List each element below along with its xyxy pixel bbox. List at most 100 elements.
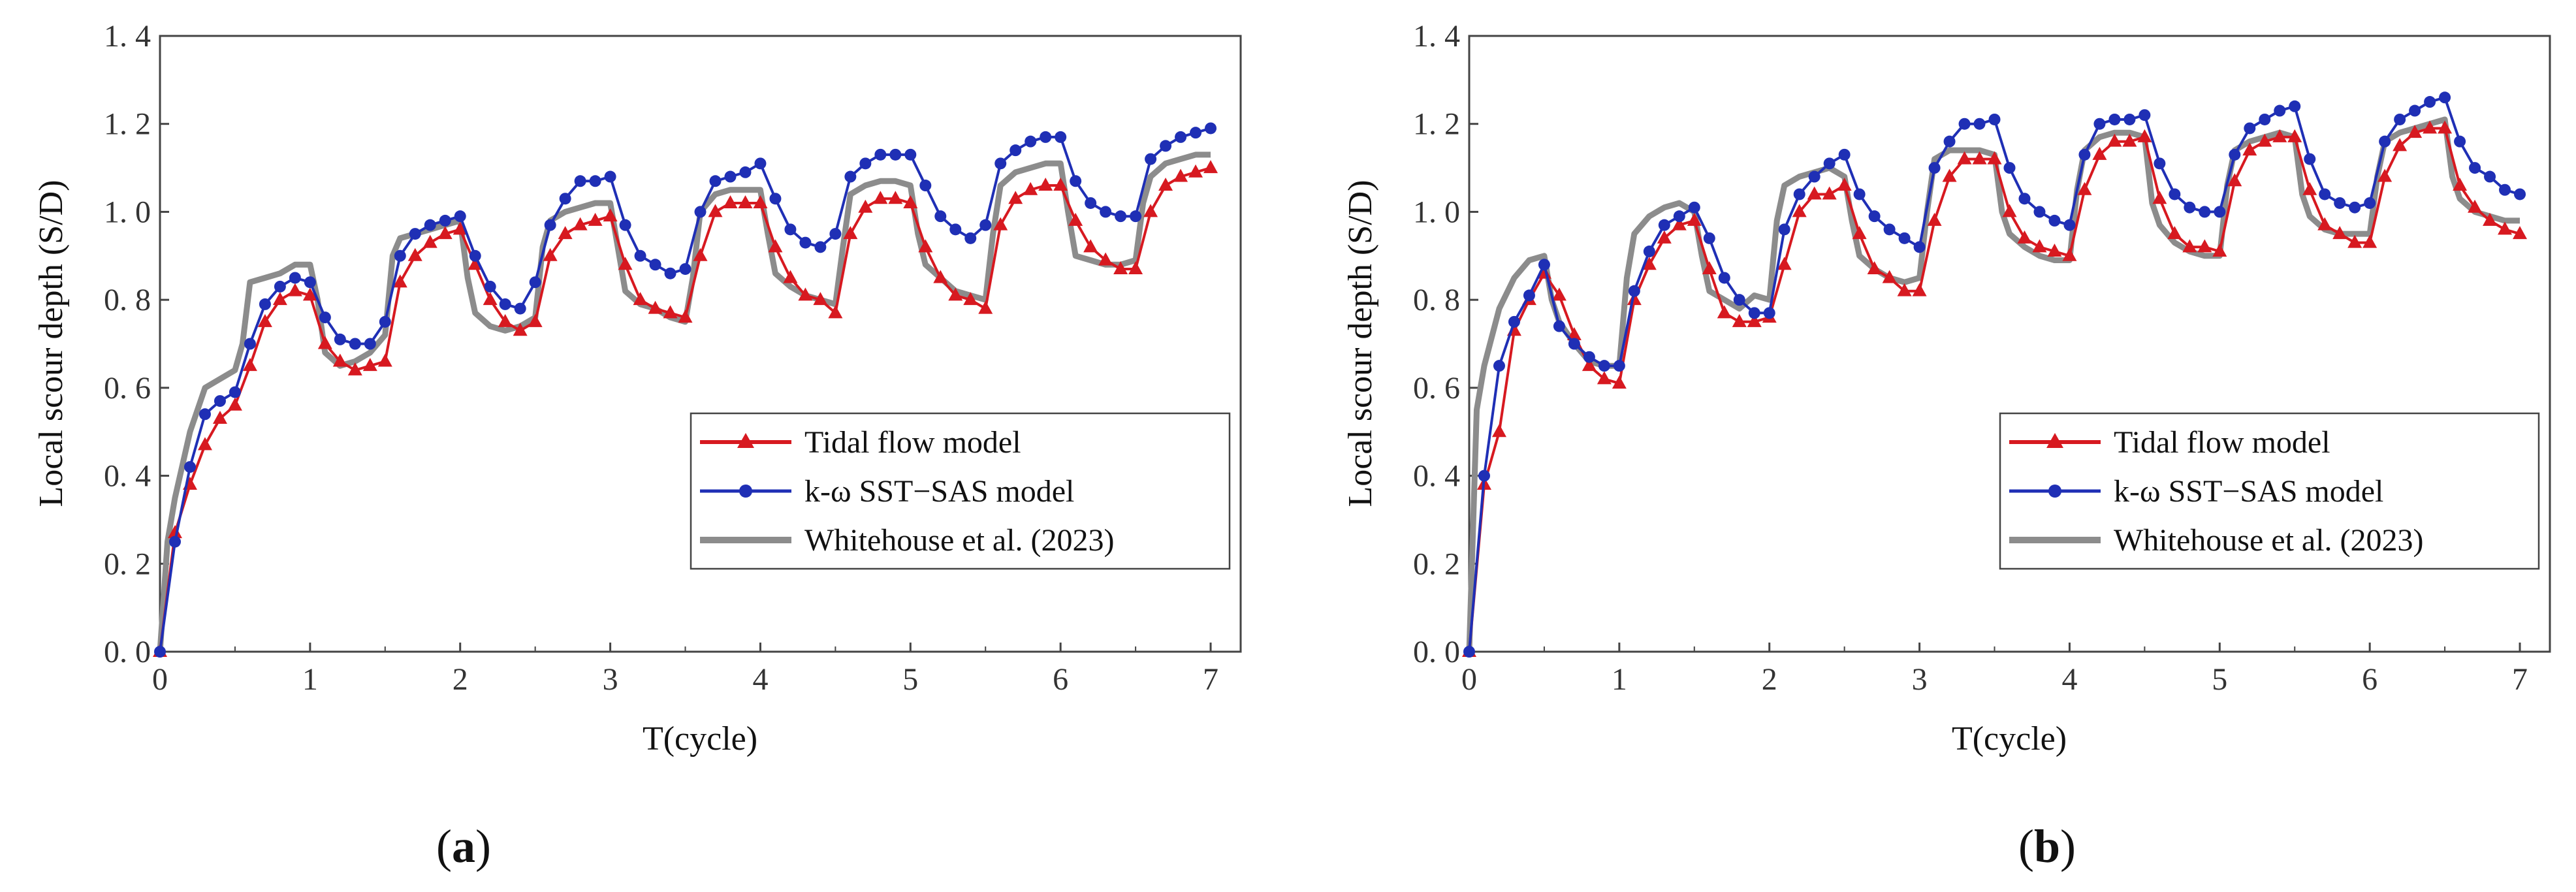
tidal-point (513, 323, 528, 336)
sst-point (814, 241, 827, 253)
sst-point (1793, 188, 1805, 200)
sst-point (394, 249, 406, 262)
x-tick-label: 0 (1461, 662, 1477, 697)
sst-point (1898, 232, 1911, 244)
tidal-point (317, 336, 332, 349)
legend-label-sst: k-ω SST−SAS model (2114, 474, 2383, 509)
sst-point (1538, 259, 1550, 271)
sst-point (1478, 470, 1490, 482)
sst-point (289, 272, 301, 284)
sst-point (439, 214, 451, 227)
sst-point (1658, 219, 1670, 231)
sst-point (1160, 140, 1172, 152)
sst-point (994, 157, 1007, 170)
series-line-sst (159, 127, 1211, 652)
sst-point (2289, 100, 2301, 112)
sst-point (529, 276, 541, 289)
sst-point (694, 206, 707, 218)
tidal-point (693, 247, 708, 261)
x-tick-label: 6 (2362, 662, 2377, 697)
tidal-point (2513, 226, 2528, 240)
tidal-point (1612, 375, 1627, 389)
legend-label-whitehouse: Whitehouse et al. (2023) (804, 523, 1115, 558)
y-tick-label: 0. 2 (1413, 547, 1460, 581)
tidal-point (648, 300, 663, 314)
sst-point (364, 338, 376, 350)
tidal-point (2092, 146, 2107, 160)
sst-point (829, 228, 842, 240)
sst-point (1145, 153, 1157, 165)
legend-label-sst: k-ω SST−SAS model (804, 474, 1074, 509)
sst-point (454, 210, 466, 223)
sst-point (2139, 109, 2151, 121)
y-tick-label: 0. 0 (104, 635, 151, 669)
sst-point (1055, 131, 1067, 143)
sst-point (739, 166, 752, 178)
tidal-point (2077, 182, 2092, 195)
sst-point (1778, 223, 1790, 236)
x-tick-label: 7 (2512, 662, 2528, 697)
legend-entry-tidal: Tidal flow model (2009, 425, 2330, 460)
sst-point (2364, 197, 2376, 209)
tidal-point (1143, 204, 1158, 217)
sst-point (964, 232, 977, 244)
sst-point (1583, 351, 1595, 363)
sst-point (1688, 201, 1700, 214)
y-tick-label: 0. 6 (1413, 371, 1460, 406)
sst-point (1823, 157, 1836, 170)
sst-point (499, 298, 511, 310)
tidal-point (978, 300, 993, 314)
tidal-point (1491, 424, 1506, 438)
sst-point (2499, 183, 2511, 196)
tidal-point (768, 239, 783, 253)
sst-point (784, 223, 797, 236)
tidal-point (1008, 191, 1023, 204)
sst-point (724, 170, 737, 183)
sst-point (409, 228, 421, 240)
tidal-point (708, 204, 723, 217)
sst-point (2424, 96, 2436, 108)
sst-point (424, 219, 436, 231)
sst-point (754, 157, 767, 170)
tidal-point (227, 397, 242, 411)
sst-point (1838, 148, 1851, 161)
sst-point (304, 276, 316, 289)
x-tick-label: 0 (152, 662, 168, 697)
tidal-point (738, 195, 753, 208)
sst-point (2003, 162, 2016, 174)
legend: Tidal flow model k-ω SST−SAS model White… (1999, 412, 2540, 570)
tidal-point (2032, 239, 2047, 253)
tidal-point (2062, 247, 2077, 261)
x-ticks: 0 1 2 3 4 5 6 7 (152, 643, 1218, 697)
sst-point (889, 148, 902, 161)
sst-point (2154, 157, 2166, 170)
sst-point (2184, 201, 2196, 214)
panel-label-open: ( (2018, 820, 2034, 872)
tidal-point (1792, 204, 1807, 217)
tidal-point (663, 305, 678, 319)
sst-point (1643, 246, 1655, 258)
tidal-point (1582, 358, 1597, 372)
legend-label-tidal: Tidal flow model (804, 425, 1021, 460)
sst-point (1763, 307, 1775, 319)
panel-label-letter: b (2033, 820, 2061, 872)
y-tick-label: 0. 6 (104, 371, 151, 406)
legend-label-tidal: Tidal flow model (2114, 425, 2330, 460)
tidal-point (603, 208, 618, 222)
tidal-point (1837, 178, 1852, 191)
sst-point (2108, 113, 2121, 125)
chart-panel-a: 0. 0 0. 2 0. 4 0. 6 0. 8 1. 0 1. 2 1. 4 0 1 2 3 4 5 6… (33, 19, 1242, 757)
tidal-point (362, 358, 377, 372)
sst-point (469, 249, 481, 262)
legend-marker-tidal (737, 433, 754, 448)
tidal-point (1023, 182, 1038, 195)
tidal-point (2408, 125, 2423, 138)
tidal-point (2347, 234, 2362, 248)
sst-point (2063, 219, 2076, 231)
series-line-tidal (1468, 127, 2520, 652)
sst-point (2439, 91, 2451, 104)
tidal-point (1897, 283, 1912, 296)
tidal-point (1657, 230, 1672, 244)
sst-point (1748, 307, 1760, 319)
